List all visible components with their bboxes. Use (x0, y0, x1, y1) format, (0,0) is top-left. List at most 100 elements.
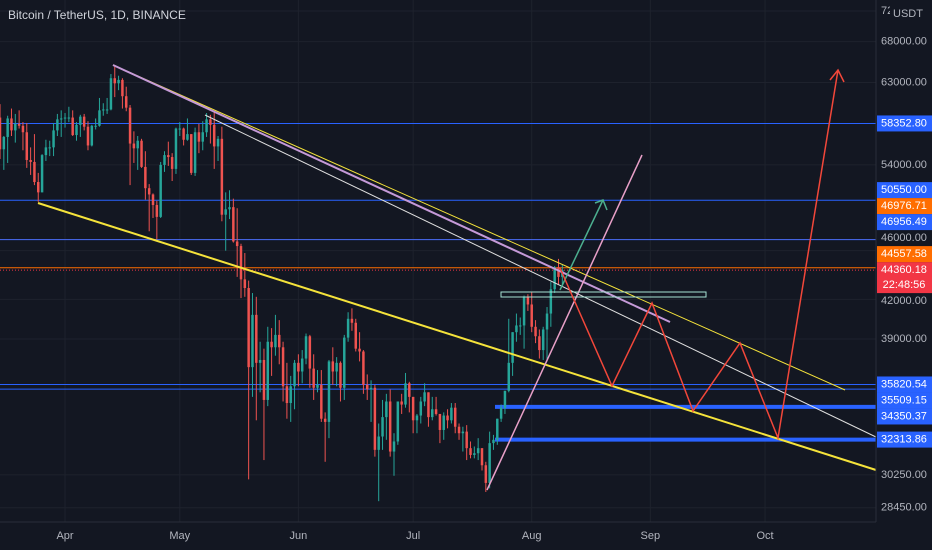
candle-body (365, 384, 369, 390)
y-tick-label: 28450.00 (881, 502, 927, 514)
candle-body (262, 359, 266, 400)
candle-body (503, 390, 507, 408)
candle-body (484, 465, 488, 483)
candle-body (79, 116, 82, 125)
candle-body (323, 418, 327, 422)
candle-body (147, 188, 151, 195)
x-tick-label: Aug (522, 530, 542, 542)
candle-body (17, 123, 21, 126)
candle-body (37, 182, 40, 193)
x-tick-label: Apr (56, 530, 73, 542)
price-label-box (877, 376, 932, 393)
price-label: 46976.71 (881, 200, 927, 212)
candle-body (408, 383, 411, 397)
candle-body (438, 413, 442, 430)
candle-body (82, 116, 86, 127)
price-label-box (877, 431, 932, 448)
candle-body (522, 296, 526, 326)
candle-body (216, 138, 220, 147)
candle-body (473, 453, 476, 455)
x-tick-label: Oct (757, 530, 774, 542)
x-tick-label: Jun (290, 530, 308, 542)
trend-line (486, 154, 643, 491)
last-price-label: 44360.18 (881, 264, 927, 276)
candle-body (411, 396, 415, 421)
candle-body (220, 138, 224, 215)
rectangle (500, 291, 707, 298)
candle-body (193, 132, 197, 173)
candle-body (457, 426, 461, 434)
candle-body (285, 386, 289, 404)
price-label-box (877, 246, 932, 263)
candle-body (113, 78, 117, 84)
candle-body (144, 166, 147, 189)
candle-body (128, 107, 132, 144)
y-tick-label: 30250.00 (881, 469, 927, 481)
price-label: 44557.58 (881, 248, 927, 260)
x-tick-label: Jul (406, 530, 420, 542)
candle-body (247, 288, 250, 368)
arrow-head (829, 68, 845, 83)
candle-body (98, 110, 101, 126)
candle-body (170, 157, 174, 169)
candle-body (163, 155, 166, 165)
candle-body (507, 362, 511, 391)
candle-body (71, 117, 74, 136)
candle-body (339, 362, 342, 388)
candle-body (67, 117, 71, 119)
candle-body (109, 78, 113, 110)
candle-body (343, 337, 346, 388)
unit-label: USDT (893, 8, 923, 20)
countdown: 22:48:56 (883, 279, 926, 291)
candle-body (469, 448, 472, 455)
candle-body (40, 155, 44, 193)
candle-body (270, 341, 273, 348)
candle-body (381, 417, 384, 437)
candle-body (461, 431, 465, 434)
candles (0, 66, 564, 502)
candle-body (86, 126, 90, 146)
candle-body (300, 358, 304, 372)
candle-body (316, 384, 319, 388)
candle-body (534, 326, 537, 337)
candle-body (136, 140, 139, 149)
candle-body (201, 132, 204, 142)
candle-body (0, 117, 2, 150)
candle-body (182, 128, 185, 140)
candle-body (14, 123, 17, 131)
candle-body (354, 322, 357, 349)
candle-body (274, 334, 277, 348)
y-tick-label: 39000.00 (881, 333, 927, 345)
candle-body (476, 448, 480, 454)
candle-body (362, 351, 365, 385)
candle-body (400, 401, 403, 405)
candle-body (94, 125, 97, 127)
candle-body (320, 384, 323, 419)
candle-body (526, 296, 530, 305)
candle-body (197, 132, 201, 142)
candle-body (515, 325, 518, 333)
candle-body (167, 155, 170, 158)
candle-body (140, 140, 143, 167)
trend-line (37, 202, 877, 471)
candle-body (25, 132, 29, 160)
price-label: 46956.49 (881, 216, 927, 228)
last-price-box (877, 262, 932, 294)
candle-body (121, 79, 124, 97)
candle-body (10, 118, 13, 131)
price-label: 50550.00 (881, 184, 927, 196)
candle-body (293, 362, 296, 387)
candle-body (235, 241, 239, 247)
candle-body (388, 401, 392, 452)
candle-body (304, 336, 308, 359)
candle-body (48, 147, 51, 149)
candle-body (312, 368, 315, 388)
candle-body (124, 96, 128, 108)
candle-body (392, 441, 396, 452)
candle-body (63, 117, 67, 119)
axis-labels: AprMayJunJulAugSepOct44360.1822:48:56720… (56, 5, 932, 542)
candle-body (335, 362, 338, 372)
candle-body (155, 205, 159, 217)
candle-body (442, 415, 445, 430)
